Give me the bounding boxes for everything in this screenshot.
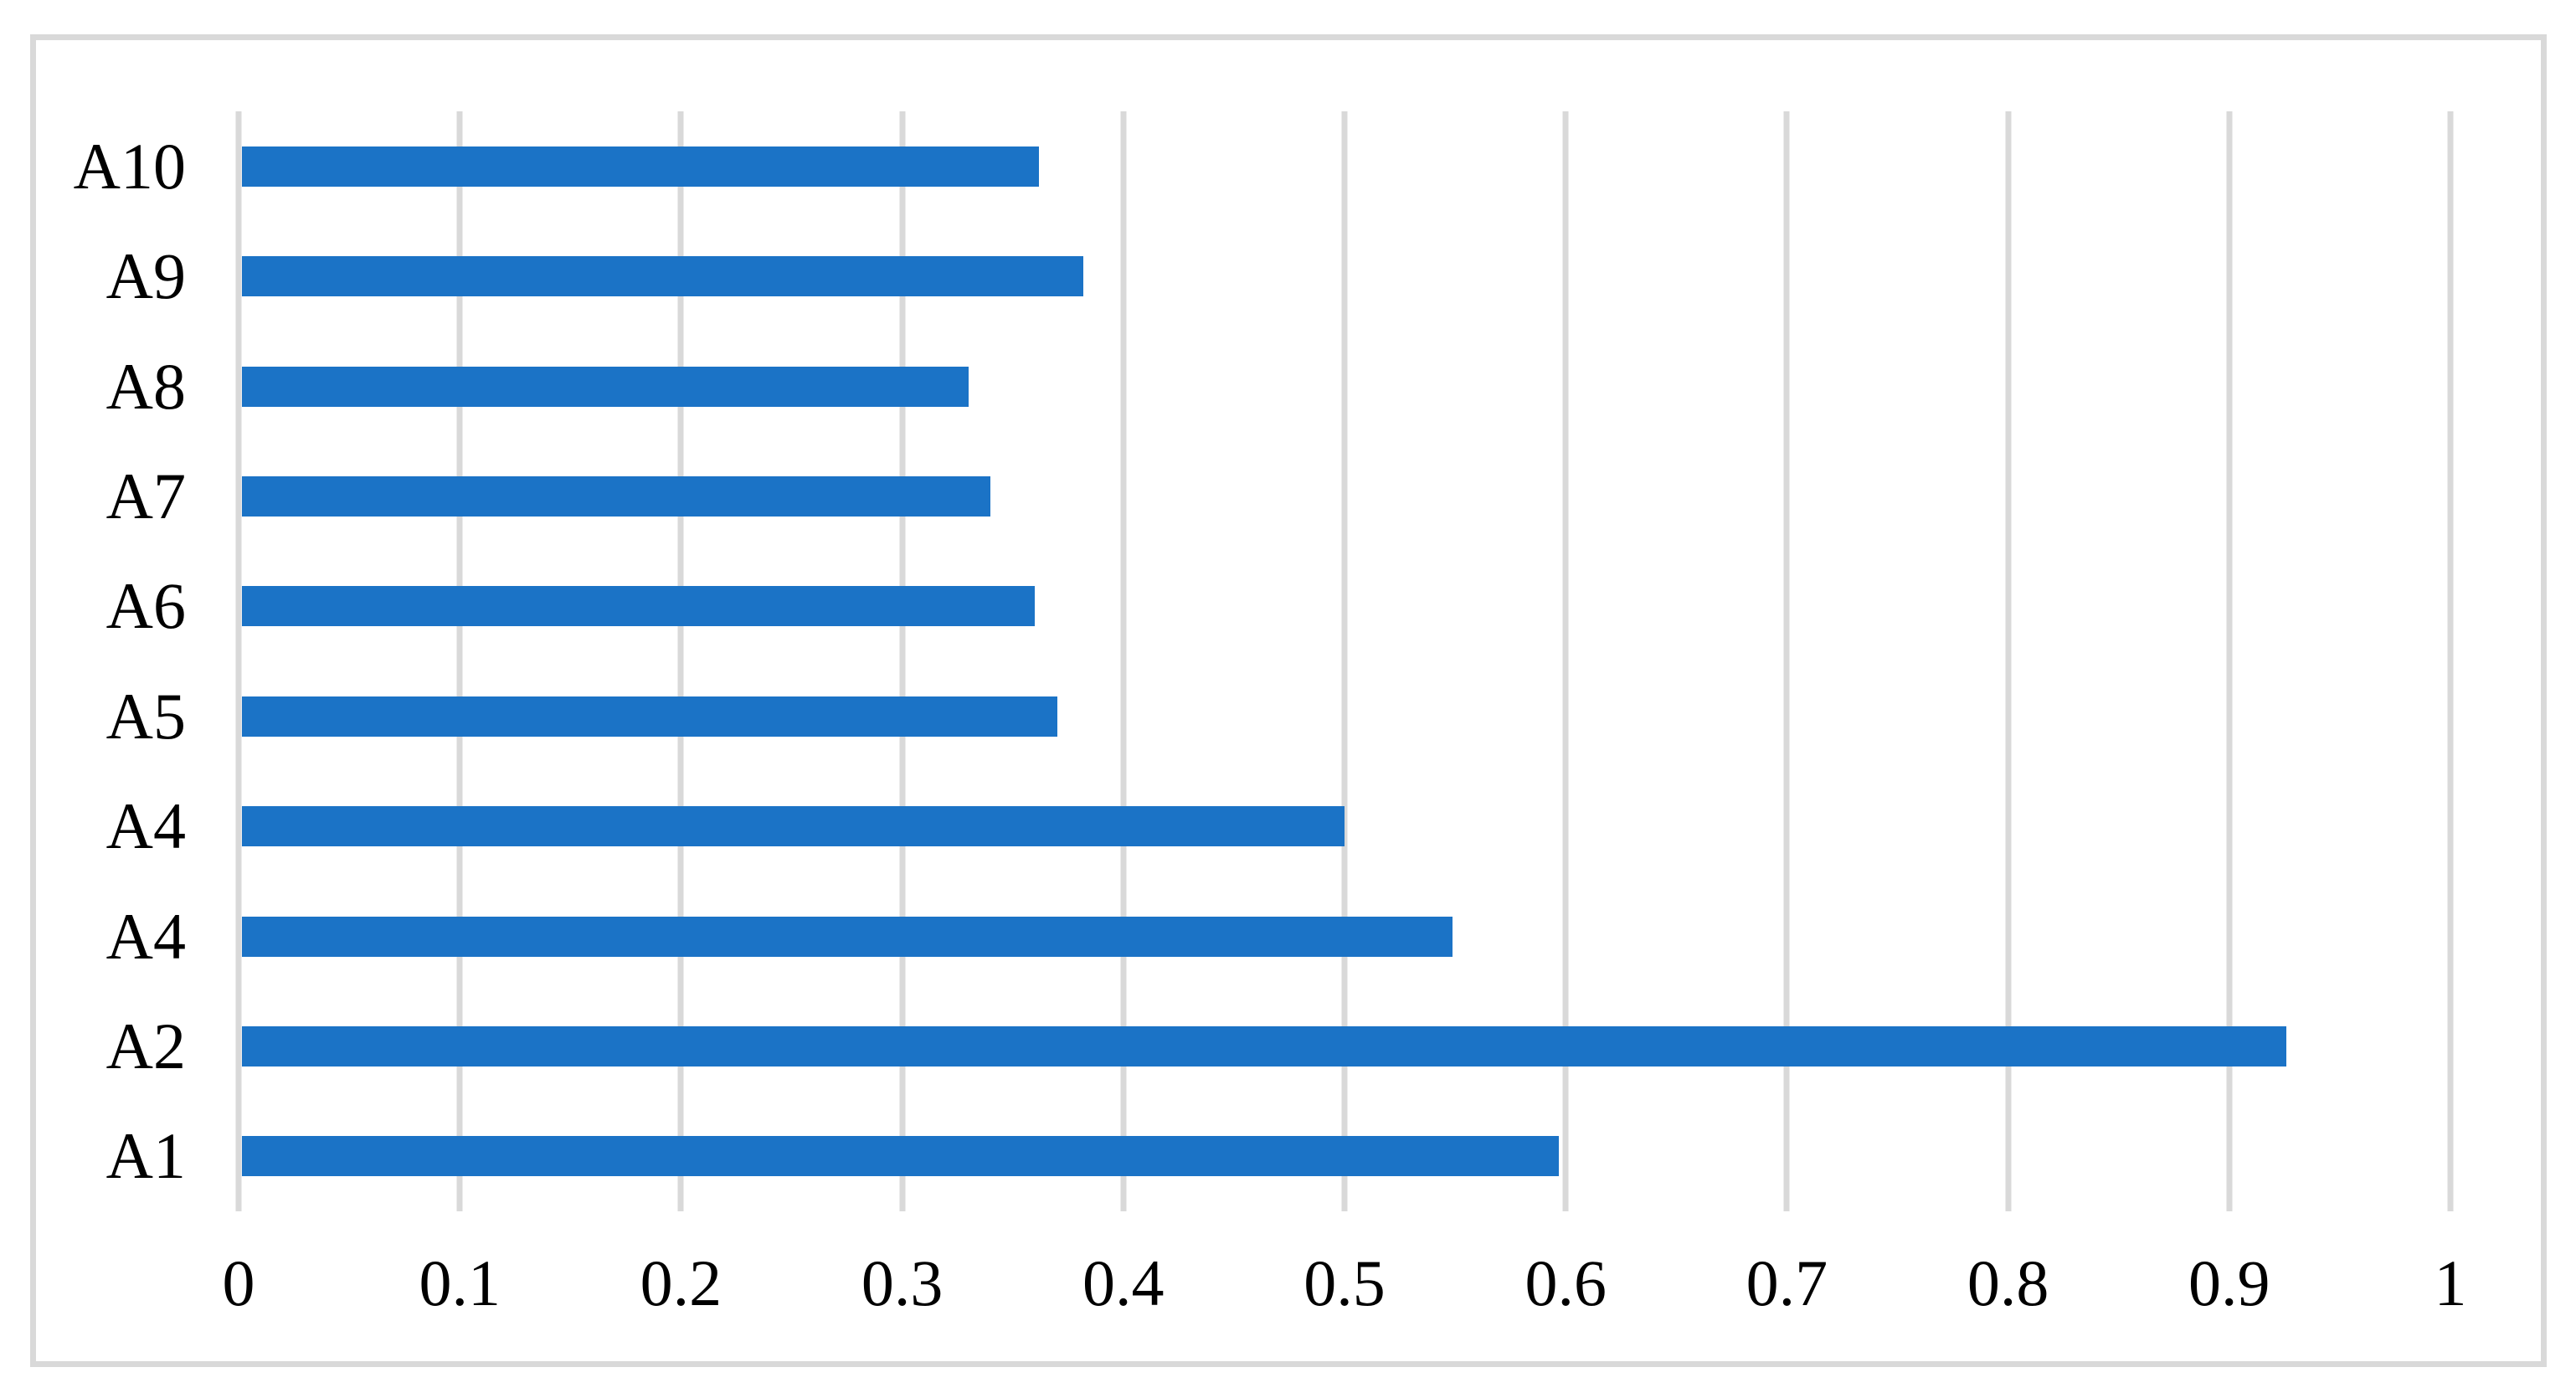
x-tick-label: 0.3 [861,1246,944,1319]
gridline-x-0.6 [1562,111,1569,1211]
gridline-x-0.9 [2226,111,2233,1211]
bar-A4-row7 [242,806,1345,847]
gridline-x-0.3 [899,111,906,1211]
gridline-x-0.8 [2005,111,2012,1211]
bar-A7-row4 [242,475,991,517]
category-label-A6-row5: A6 [105,569,186,643]
bar-A2-row9 [242,1025,2287,1066]
gridline-x-0.2 [677,111,684,1211]
category-label-A4-row8: A4 [105,899,186,973]
category-label-A1-row10: A1 [105,1119,186,1193]
x-tick-label: 0.4 [1082,1246,1165,1319]
category-label-A2-row9: A2 [105,1009,186,1082]
x-tick-label: 0.9 [2188,1246,2270,1319]
x-tick-label: 0.6 [1525,1246,1607,1319]
bar-A6-row5 [242,586,1036,627]
plot-area [235,111,2454,1211]
figure-border [30,34,2547,1367]
gridline-x-0.1 [456,111,463,1211]
bar-A9-row2 [242,256,1084,297]
category-label-A5-row6: A5 [105,679,186,753]
x-tick-label: 0.5 [1303,1246,1386,1319]
gridline-x-0.4 [1120,111,1127,1211]
bar-A10-row1 [242,146,1040,187]
bar-A8-row3 [242,366,969,407]
bar-A5-row6 [242,696,1057,737]
category-label-A4-row7: A4 [105,789,186,863]
category-label-A10-row1: A10 [73,129,186,203]
x-tick-label: 0.1 [419,1246,501,1319]
category-label-A9-row2: A9 [105,239,186,313]
x-tick-label: 1 [2434,1246,2467,1319]
gridline-x-0.5 [1341,111,1348,1211]
category-label-A7-row4: A7 [105,459,186,532]
x-tick-label: 0 [222,1246,255,1319]
gridline-x-1 [2447,111,2454,1211]
x-tick-label: 0.8 [1967,1246,2049,1319]
bar-A4-row8 [242,916,1453,957]
x-tick-label: 0.2 [640,1246,722,1319]
bar-A1-row10 [242,1136,1560,1177]
x-tick-label: 0.7 [1746,1246,1828,1319]
gridline-x-0.7 [1783,111,1790,1211]
gridline-x-0 [235,111,242,1211]
category-label-A8-row3: A8 [105,349,186,423]
